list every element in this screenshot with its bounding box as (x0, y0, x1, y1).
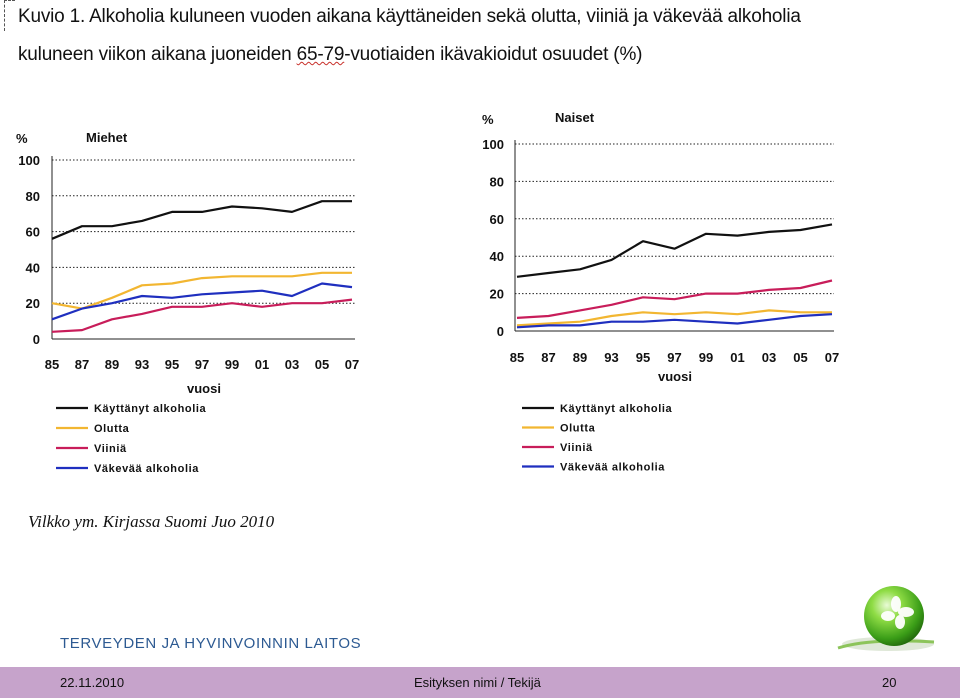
slide-title-line-1: Kuvio 1. Alkoholia kuluneen vuoden aikan… (18, 6, 801, 28)
series-line (51, 200, 352, 240)
y-tick-label: 0 (497, 324, 504, 339)
series-line (51, 298, 353, 333)
y-tick-label: 60 (490, 212, 504, 227)
legend-label: Väkevää alkoholia (94, 463, 199, 475)
x-axis-label: vuosi (658, 369, 692, 384)
y-tick-label: 80 (26, 189, 40, 204)
x-tick-label: 97 (195, 357, 209, 372)
title-part-before: kuluneen viikon aikana juoneiden (18, 44, 297, 65)
title-part-after: -vuotiaiden ikävakioidut osuudet (%) (344, 44, 643, 65)
legend-label: Väkevää alkoholia (560, 462, 665, 474)
series-line (516, 309, 832, 327)
x-tick-label: 89 (573, 350, 587, 365)
series-line (516, 313, 833, 329)
y-tick-label: 100 (18, 153, 40, 168)
chart-men: 0 20 40 60 80 100% Miehet 85 87 89 93 95 97 99 01 03 05 0… (16, 130, 359, 475)
footer-presentation-title: Esityksen nimi / Tekijä (414, 675, 541, 690)
x-tick-label: 95 (636, 350, 650, 365)
legend-label: Käyttänyt alkoholia (94, 403, 207, 415)
x-tick-label: 01 (255, 357, 269, 372)
x-tick-label: 87 (75, 357, 89, 372)
y-tick-label: 40 (490, 249, 504, 264)
y-tick-label: 20 (490, 287, 504, 302)
legend-label: Olutta (94, 423, 130, 435)
corner-marker (4, 0, 15, 31)
x-tick-label: 05 (315, 357, 329, 372)
x-tick-label: 93 (604, 350, 618, 365)
slide-title-line-2: kuluneen viikon aikana juoneiden 65-79-v… (18, 44, 642, 66)
y-axis-unit-label: % (16, 131, 28, 146)
y-tick-label: 20 (26, 296, 40, 311)
x-tick-label: 93 (135, 357, 149, 372)
x-tick-label: 95 (165, 357, 179, 372)
series-line (51, 282, 353, 321)
x-tick-label: 89 (105, 357, 119, 372)
institute-name: TERVEYDEN JA HYVINVOINNIN LAITOS (60, 635, 362, 652)
series-line (516, 223, 833, 278)
x-tick-label: 87 (541, 350, 555, 365)
x-tick-label: 03 (285, 357, 299, 372)
y-axis-unit-label: % (482, 112, 494, 127)
footer-page-number: 20 (882, 675, 897, 690)
legend-label: Viiniä (560, 442, 593, 454)
slide-title-text: Kuvio 1. Alkoholia kuluneen vuoden aikan… (18, 6, 801, 27)
x-tick-label: 85 (510, 350, 524, 365)
thl-logo-icon (837, 586, 935, 651)
y-tick-label: 80 (490, 174, 504, 189)
series-line (51, 271, 352, 310)
x-tick-label: 99 (225, 357, 239, 372)
title-part-age-range: 65-79 (296, 44, 345, 65)
source-citation: Vilkko ym. Kirjassa Suomi Juo 2010 (28, 512, 275, 531)
x-tick-label: 05 (793, 350, 807, 365)
footer-bar (0, 667, 960, 698)
x-tick-label: 97 (667, 350, 681, 365)
legend-label: Viiniä (94, 443, 127, 455)
series-line (516, 279, 833, 319)
chart-women: 0 20 40 60 80 100% Naiset 85 87 89 93 95 97 99 01 03 05 0… (482, 110, 839, 474)
y-tick-label: 40 (26, 260, 40, 275)
y-tick-label: 60 (26, 225, 40, 240)
chart-title: Naiset (555, 110, 595, 125)
x-tick-label: 07 (825, 350, 839, 365)
x-axis-label: vuosi (187, 381, 221, 396)
y-tick-label: 100 (482, 137, 504, 152)
y-tick-label: 0 (33, 332, 40, 347)
legend-label: Olutta (560, 423, 596, 435)
x-tick-label: 01 (730, 350, 744, 365)
legend-label: Käyttänyt alkoholia (560, 403, 673, 415)
footer-date: 22.11.2010 (60, 675, 125, 690)
x-tick-label: 85 (45, 357, 59, 372)
chart-title: Miehet (86, 130, 128, 145)
x-tick-label: 07 (345, 357, 359, 372)
x-tick-label: 03 (762, 350, 776, 365)
x-tick-label: 99 (699, 350, 713, 365)
